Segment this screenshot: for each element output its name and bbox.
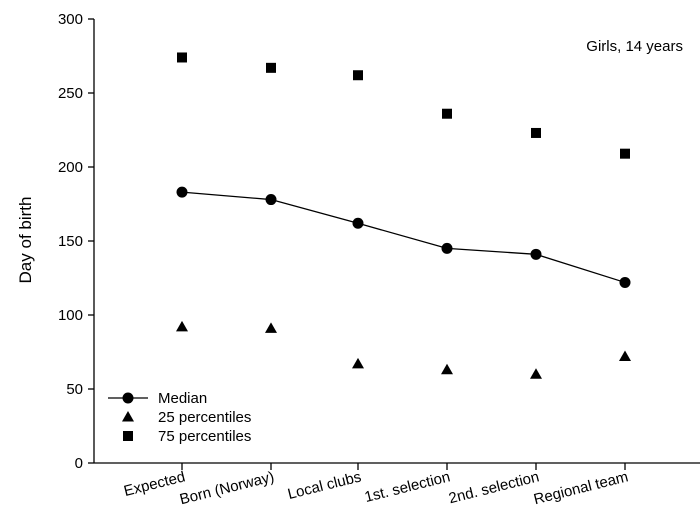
y-tick-label: 100 xyxy=(58,307,83,324)
data-point xyxy=(265,322,277,333)
data-point xyxy=(620,148,630,159)
legend-label: Median xyxy=(158,390,207,407)
x-tick-label: Born (Norway) xyxy=(178,468,276,508)
data-point xyxy=(176,320,188,332)
y-axis-title: Day of birth xyxy=(16,197,35,284)
y-tick-label: 300 xyxy=(58,11,83,28)
legend-label: 75 percentiles xyxy=(158,428,251,445)
data-point xyxy=(530,248,542,260)
legend: Median 25 percentiles 75 percentiles xyxy=(108,390,251,445)
x-tick-label: 2nd. selection xyxy=(447,468,541,507)
y-tick-label: 50 xyxy=(66,381,83,398)
data-point xyxy=(619,350,631,361)
data-point xyxy=(266,62,276,73)
data-point xyxy=(530,368,542,379)
data-point xyxy=(442,108,452,119)
data-point xyxy=(352,357,364,369)
legend-item: 25 percentiles xyxy=(122,409,251,426)
data-point xyxy=(352,217,364,229)
data-point xyxy=(176,186,188,198)
data-point xyxy=(265,194,277,206)
legend-marker xyxy=(122,392,134,404)
series-line xyxy=(181,191,626,284)
legend-label: 25 percentiles xyxy=(158,409,251,426)
data-point xyxy=(441,242,453,254)
legend-marker xyxy=(123,431,133,441)
legend-marker xyxy=(122,411,134,422)
data-point xyxy=(531,127,541,138)
data-point xyxy=(619,276,631,288)
x-tick-label: Regional team xyxy=(532,468,630,508)
chart-annotation: Girls, 14 years xyxy=(586,38,683,55)
legend-item: 75 percentiles xyxy=(123,428,251,445)
series-circle xyxy=(176,186,631,288)
series-square xyxy=(177,52,630,159)
y-tick-label: 200 xyxy=(58,159,83,176)
y-tick-label: 250 xyxy=(58,85,83,102)
series-triangle xyxy=(176,320,631,379)
series-layer xyxy=(176,52,631,379)
x-tick-label: 1st. selection xyxy=(363,468,452,506)
y-tick-label: 150 xyxy=(58,233,83,250)
x-tick-label: Expected xyxy=(122,468,187,500)
data-point xyxy=(177,52,187,63)
x-tick-label: Local clubs xyxy=(286,468,363,503)
data-point xyxy=(441,363,453,375)
data-point xyxy=(353,70,363,81)
legend-item: Median xyxy=(108,390,207,407)
y-axis: 0 50 100 150 200 250 300 xyxy=(58,11,94,472)
y-tick-label: 0 xyxy=(75,455,83,472)
